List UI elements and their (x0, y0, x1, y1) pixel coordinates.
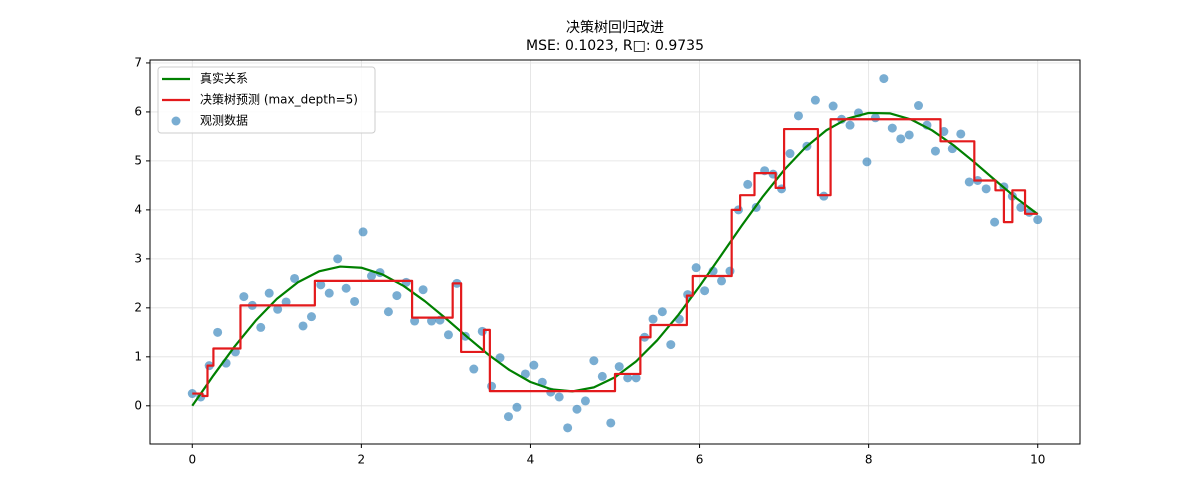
y-tick-label: 3 (134, 251, 142, 265)
scatter-point (358, 227, 368, 237)
scatter-point (648, 314, 658, 324)
scatter-point (418, 285, 428, 295)
y-tick-label: 0 (134, 398, 142, 412)
scatter-point (495, 353, 505, 363)
scatter-point (785, 149, 795, 159)
scatter-point (956, 129, 966, 139)
scatter-point (606, 418, 616, 428)
scatter-point (350, 296, 360, 306)
scatter-point (487, 381, 497, 391)
scatter-point (896, 134, 906, 144)
scatter-point (623, 373, 633, 383)
x-tick-label: 6 (696, 453, 704, 467)
scatter-point (281, 297, 291, 307)
scatter-point (298, 321, 308, 331)
scatter-point (614, 362, 624, 372)
scatter-point (324, 288, 334, 298)
scatter-point (239, 292, 249, 302)
y-tick-label: 6 (134, 104, 142, 118)
scatter-point (572, 404, 582, 414)
scatter-point (367, 271, 377, 281)
scatter-point (520, 369, 530, 379)
scatter-point (213, 327, 223, 337)
y-tick-label: 2 (134, 300, 142, 314)
scatter-point (657, 307, 667, 317)
scatter-point (316, 280, 326, 290)
scatter-point (981, 184, 991, 194)
scatter-point (597, 371, 607, 381)
scatter-point (743, 179, 753, 189)
x-tick-label: 8 (865, 453, 873, 467)
scatter-point (862, 157, 872, 167)
scatter-point (341, 283, 351, 293)
chart-subtitle: MSE: 0.1023, R□: 0.9735 (526, 38, 704, 54)
scatter-point (469, 364, 479, 374)
scatter-point (290, 273, 300, 283)
scatter-point (427, 316, 437, 326)
scatter-point (554, 392, 564, 402)
scatter-point (691, 263, 701, 273)
scatter-point (887, 123, 897, 133)
x-tick-label: 0 (188, 453, 196, 467)
scatter-point (477, 326, 487, 336)
scatter-point (717, 276, 727, 286)
line-series (192, 118, 1038, 398)
scatter-point (256, 322, 266, 332)
scatter-point (383, 307, 393, 317)
scatter-point (964, 177, 974, 187)
scatter-point (410, 316, 420, 326)
scatter-point (443, 330, 453, 340)
scatter-point (273, 304, 283, 314)
legend-label: 决策树预测 (max_depth=5) (200, 92, 358, 107)
scatter-point (264, 288, 274, 298)
x-tick-label: 2 (358, 453, 366, 467)
legend-label: 观测数据 (200, 113, 248, 128)
scatter-point (563, 423, 573, 433)
y-tick-label: 7 (134, 55, 142, 69)
scatter-point (392, 291, 402, 301)
scatter-point (529, 360, 539, 370)
scatter-point (666, 340, 676, 350)
scatter-point (810, 95, 820, 105)
scatter-point (793, 111, 803, 121)
scatter-point (930, 146, 940, 156)
scatter-point (580, 396, 590, 406)
scatter-point (631, 373, 641, 383)
scatter-point (845, 120, 855, 130)
scatter-point (503, 412, 513, 422)
scatter-point (1016, 202, 1026, 212)
scatter-point (914, 101, 924, 111)
plot-frame (149, 59, 1081, 445)
scatter-point (1033, 215, 1043, 225)
scatter-point (306, 312, 316, 322)
x-tick-label: 4 (527, 453, 535, 467)
legend-marker (171, 116, 181, 126)
scatter-point (589, 356, 599, 366)
scatter-point (879, 74, 889, 84)
scatter-point (725, 266, 735, 276)
scatter-point (904, 130, 914, 140)
chart-title: 决策树回归改进 (566, 19, 664, 36)
scatter-point (939, 127, 949, 137)
scatter-point (700, 286, 710, 296)
y-tick-label: 4 (134, 202, 142, 216)
scatter-point (828, 101, 838, 111)
legend-box (157, 66, 376, 134)
scatter-point (990, 217, 1000, 227)
legend-label: 真实关系 (200, 71, 248, 86)
scatter-point (870, 113, 880, 123)
x-tick-label: 10 (1030, 453, 1045, 467)
y-tick-label: 1 (134, 349, 142, 363)
scatter-point (333, 254, 343, 264)
scatter-point (512, 402, 522, 412)
y-tick-label: 5 (134, 153, 142, 167)
